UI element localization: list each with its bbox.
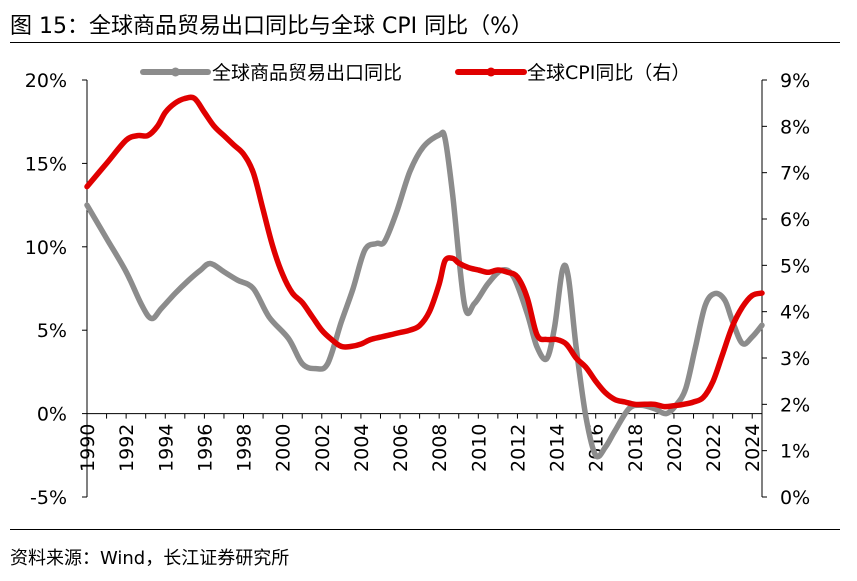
left-axis-tick-label: 10% [25,237,67,259]
x-axis-tick-label: 2002 [312,424,334,472]
x-axis-tick-label: 1990 [77,424,99,472]
x-axis-tick-label: 1996 [194,424,216,472]
chart-series [84,94,765,460]
x-axis-tick-label: 2018 [625,424,647,472]
legend-label: 全球CPI同比（右） [527,62,690,84]
series-line-trade [84,129,765,460]
x-axis-tick-label: 2006 [390,424,412,472]
left-axis-tick-label: 0% [37,404,67,426]
right-axis-tick-label: 0% [780,487,810,509]
source-note: 资料来源：Wind，长江证券研究所 [10,548,290,569]
line-chart: -5% 0% 5% 10% 15% 20% 0% 1% 2% 3% 4% 5% 6% 7% 8% 9% 1990… [25,62,810,509]
left-axis-tick-label: 15% [25,153,67,175]
x-axis-tick-label: 1994 [155,424,177,472]
legend-label: 全球商品贸易出口同比 [212,62,402,84]
left-axis-tick-label: 20% [25,70,67,92]
chart-legend: 全球商品贸易出口同比 全球CPI同比（右） [140,62,690,84]
x-axis-tick-label: 2000 [273,424,295,472]
x-axis-tick-label: 1992 [116,424,138,472]
legend-marker [171,67,180,77]
x-axis-tick-label: 2014 [547,424,569,472]
chart-axes: -5% 0% 5% 10% 15% 20% 0% 1% 2% 3% 4% 5% 6% 7% 8% 9% 1990… [25,70,810,509]
x-axis-tick-label: 2008 [429,424,451,472]
x-axis-tick-label: 2012 [507,424,529,472]
title-divider [10,42,840,43]
right-axis-tick-label: 7% [780,163,810,185]
left-axis-tick-label: -5% [30,487,67,509]
legend-item-cpi: 全球CPI同比（右） [455,62,690,84]
right-axis-tick-label: 6% [780,209,810,231]
right-axis-tick-label: 4% [780,302,810,324]
right-axis-tick-label: 5% [780,255,810,277]
right-axis-tick-label: 1% [780,441,810,463]
x-axis-tick-label: 2004 [351,424,373,472]
right-axis-tick-label: 2% [780,394,810,416]
series-line-cpi [84,94,765,410]
right-axis-tick-label: 9% [780,70,810,92]
x-axis-tick-label: 2020 [664,424,686,472]
footer-divider [10,529,840,530]
x-axis-tick-label: 1998 [234,424,256,472]
x-axis-tick-label: 2024 [742,424,764,472]
x-axis-tick-label: 2022 [703,424,725,472]
right-axis-tick-label: 3% [780,348,810,370]
left-axis-tick-label: 5% [37,320,67,342]
page-title: 图 15：全球商品贸易出口同比与全球 CPI 同比（%） [10,14,533,39]
right-axis-tick-label: 8% [780,116,810,138]
legend-marker [486,67,496,77]
x-axis-tick-label: 2010 [468,424,490,472]
legend-item-trade: 全球商品贸易出口同比 [140,62,402,84]
